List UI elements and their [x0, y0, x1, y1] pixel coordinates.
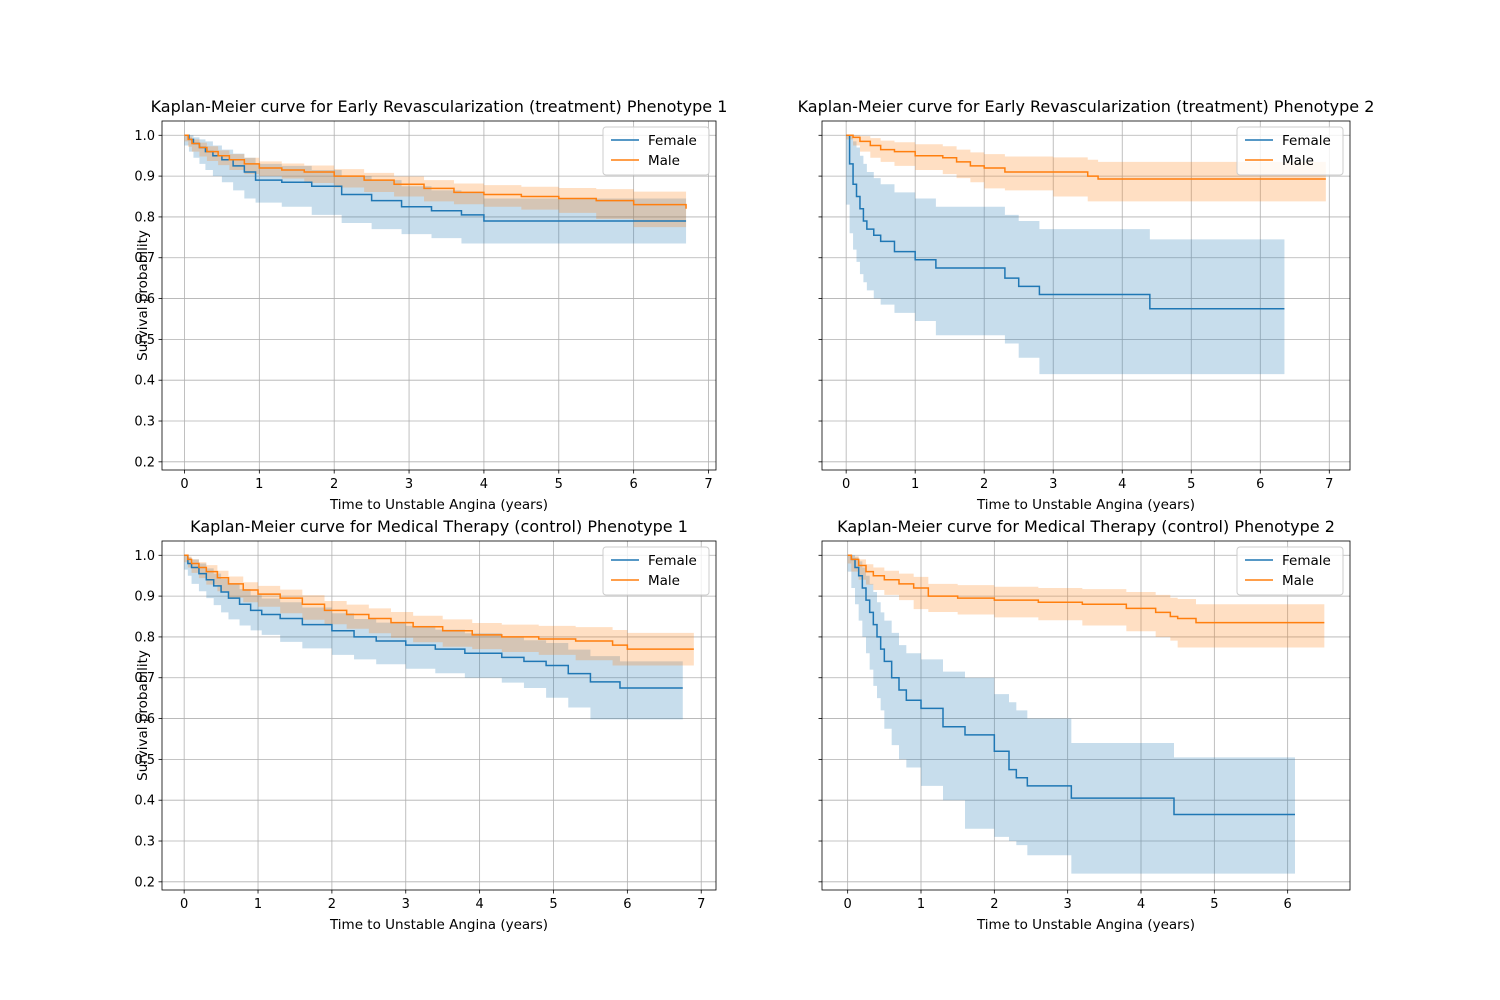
- chart-title: Kaplan-Meier curve for Early Revasculari…: [151, 97, 728, 116]
- legend-label-male: Male: [1282, 153, 1314, 169]
- y-tick-label: 0.5: [134, 333, 155, 348]
- ci-band-male: [847, 555, 1325, 648]
- legend-box: [1236, 126, 1344, 176]
- y-tick-label: 1.0: [134, 129, 155, 144]
- legend: Female Male: [602, 126, 710, 176]
- x-tick-label: 1: [917, 897, 925, 912]
- x-tick-label: 7: [1325, 477, 1333, 492]
- x-tick-label: 4: [1118, 477, 1126, 492]
- x-tick-label: 0: [180, 477, 188, 492]
- x-tick-label: 6: [623, 897, 631, 912]
- y-tick-label: 0.9: [134, 590, 155, 605]
- legend: Female Male: [602, 546, 710, 596]
- subplot-2: 0 1 2 3 4 5 6 7 Kaplan-Meier curve for Early Rev…: [798, 97, 1375, 513]
- legend-label-male: Male: [648, 153, 680, 169]
- x-tick-label: 6: [1256, 477, 1264, 492]
- y-tick-label: 0.3: [134, 415, 155, 430]
- legend-label-male: Male: [648, 573, 680, 589]
- x-tick-label: 0: [844, 897, 852, 912]
- y-tick-label: 0.6: [134, 292, 155, 307]
- ci-band-female: [847, 555, 1295, 874]
- x-tick-label: 1: [254, 897, 262, 912]
- axes-frame: [821, 120, 1351, 471]
- y-tick-label: 0.7: [134, 251, 155, 266]
- ci-band-female: [846, 135, 1285, 375]
- x-tick-label: 3: [402, 897, 410, 912]
- legend-label-male: Male: [1282, 573, 1314, 589]
- y-tick-label: 0.6: [134, 712, 155, 727]
- x-axis-label: Time to Unstable Angina (years): [329, 917, 548, 933]
- y-tick-label: 0.4: [134, 374, 155, 389]
- ci-band-female: [184, 135, 687, 244]
- legend-label-female: Female: [648, 553, 697, 569]
- chart-title: Kaplan-Meier curve for Medical Therapy (…: [837, 517, 1335, 536]
- x-tick-label: 2: [980, 477, 988, 492]
- y-tick-label: 0.8: [134, 630, 155, 645]
- y-tick-label: 0.7: [134, 671, 155, 686]
- x-tick-label: 5: [1187, 477, 1195, 492]
- legend-box: [1236, 546, 1344, 596]
- x-tick-label: 6: [630, 477, 638, 492]
- chart-title: Kaplan-Meier curve for Medical Therapy (…: [190, 517, 688, 536]
- legend: Female Male: [1236, 546, 1344, 596]
- x-tick-label: 5: [555, 477, 563, 492]
- axes-frame: [161, 120, 717, 471]
- x-tick-label: 4: [480, 477, 488, 492]
- x-axis-label: Time to Unstable Angina (years): [976, 917, 1195, 933]
- survival-line-male: [847, 554, 1325, 624]
- x-tick-label: 1: [255, 477, 263, 492]
- y-tick-label: 0.5: [134, 753, 155, 768]
- ci-band-male: [184, 555, 694, 666]
- axes-frame: [161, 540, 717, 891]
- x-tick-label: 2: [328, 897, 336, 912]
- legend-label-female: Female: [648, 133, 697, 149]
- y-axis-label: Survival probability: [135, 230, 151, 361]
- y-tick-label: 0.8: [134, 210, 155, 225]
- x-tick-label: 0: [842, 477, 850, 492]
- survival-line-female: [184, 554, 683, 689]
- x-tick-label: 2: [330, 477, 338, 492]
- x-tick-label: 0: [180, 897, 188, 912]
- y-axis-label: Survival probability: [135, 650, 151, 781]
- x-tick-label: 5: [549, 897, 557, 912]
- x-tick-label: 1: [911, 477, 919, 492]
- x-tick-label: 2: [990, 897, 998, 912]
- x-tick-label: 6: [1284, 897, 1292, 912]
- x-tick-label: 4: [475, 897, 483, 912]
- axes-frame: [821, 540, 1351, 891]
- y-tick-label: 0.4: [134, 794, 155, 809]
- survival-line-female: [847, 554, 1295, 816]
- legend: Female Male: [1236, 126, 1344, 176]
- y-tick-label: 0.2: [134, 875, 155, 890]
- ci-band-male: [846, 135, 1326, 202]
- x-tick-label: 7: [704, 477, 712, 492]
- subplot-1: 0 1 2 3 4 5 6 7 0.2 0.3 0.4 0.5 0.6 0.7 0.8 0.9 1.0 Kapla…: [134, 97, 727, 513]
- survival-line-male: [184, 134, 687, 209]
- x-tick-label: 3: [1049, 477, 1057, 492]
- x-tick-label: 5: [1210, 897, 1218, 912]
- survival-line-male: [184, 554, 694, 650]
- x-axis-label: Time to Unstable Angina (years): [976, 497, 1195, 513]
- survival-line-female: [846, 134, 1285, 310]
- subplot-3: 0 1 2 3 4 5 6 7 0.2 0.3 0.4 0.5 0.6 0.7 0.8 0.9 1.0 Kapla…: [134, 517, 717, 933]
- y-tick-label: 0.2: [134, 455, 155, 470]
- x-tick-label: 3: [405, 477, 413, 492]
- x-axis-label: Time to Unstable Angina (years): [329, 497, 548, 513]
- chart-title: Kaplan-Meier curve for Early Revasculari…: [798, 97, 1375, 116]
- x-tick-label: 4: [1137, 897, 1145, 912]
- x-tick-label: 7: [697, 897, 705, 912]
- legend-label-female: Female: [1282, 133, 1331, 149]
- ci-band-female: [184, 555, 683, 720]
- y-tick-label: 0.3: [134, 835, 155, 850]
- ci-band-male: [184, 135, 687, 228]
- y-tick-label: 0.9: [134, 170, 155, 185]
- subplot-4: 0 1 2 3 4 5 6 Kaplan-Meier curve for Medical Th…: [818, 517, 1351, 933]
- survival-line-male: [846, 134, 1326, 180]
- legend-label-female: Female: [1282, 553, 1331, 569]
- legend-box: [602, 126, 710, 176]
- legend-box: [602, 546, 710, 596]
- x-tick-label: 3: [1064, 897, 1072, 912]
- y-tick-label: 1.0: [134, 549, 155, 564]
